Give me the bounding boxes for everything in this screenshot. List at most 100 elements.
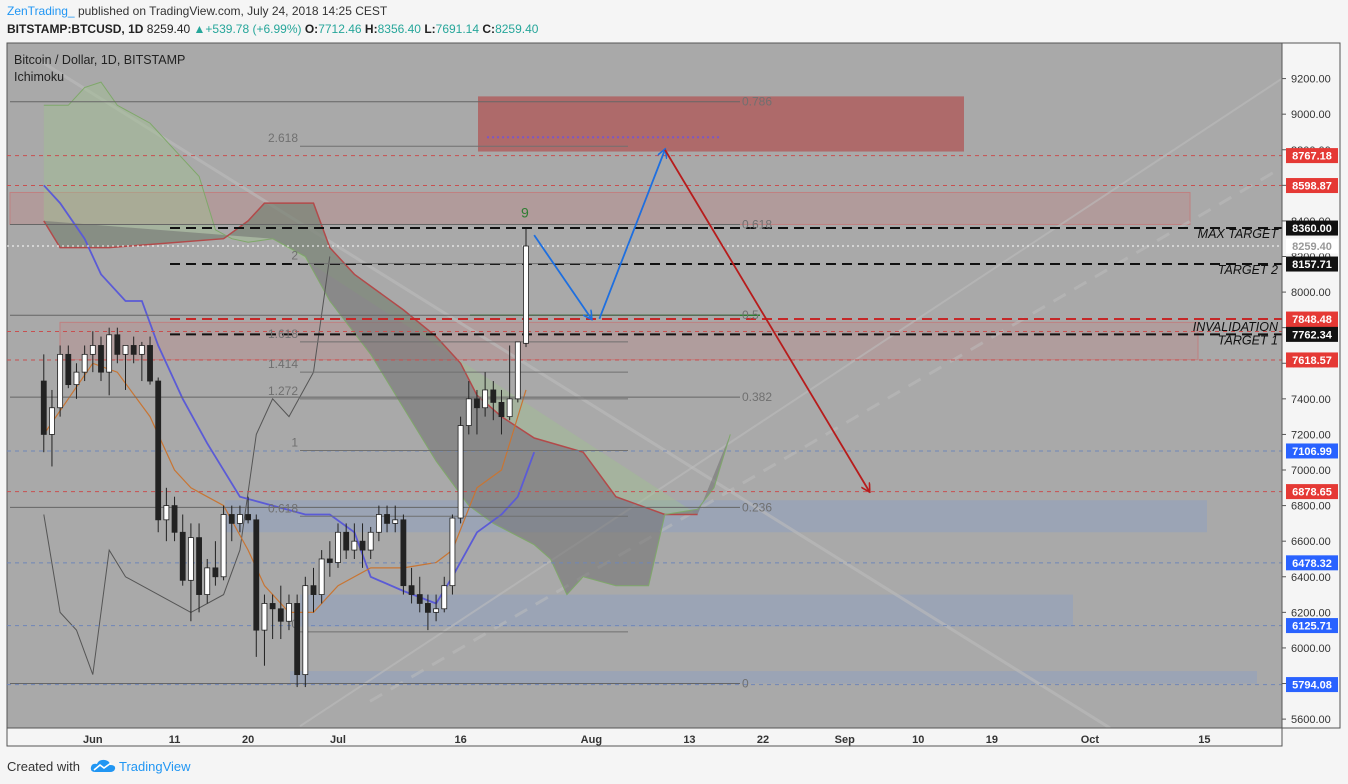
candle-body: [196, 537, 202, 595]
level-name-label: TARGET 2: [1218, 263, 1278, 277]
fib-extension-label: 1.618: [268, 327, 298, 341]
price-tag-label: 7762.34: [1292, 329, 1333, 341]
fib-extension-label: 0.618: [268, 501, 298, 515]
candle-body: [57, 353, 64, 409]
candle-body: [514, 341, 521, 400]
x-tick-label: 19: [986, 734, 998, 746]
support-zone-3: [290, 671, 1257, 684]
candle-body: [155, 380, 162, 521]
candle-body: [474, 398, 480, 409]
indicator-label: Ichimoku: [14, 70, 64, 84]
cloud-red: [43, 203, 731, 595]
senkou-a: [43, 81, 273, 243]
x-tick-label: 20: [242, 734, 254, 746]
trend-lines: 0.786 0.618 0.5 0.382 0.236 0 2.618 2 1.618 1.414…: [7, 59, 1282, 728]
trend-line-up: [299, 77, 1282, 728]
price-tag: [1286, 677, 1338, 693]
candle-body: [122, 345, 129, 355]
price-tag: [1286, 178, 1338, 194]
y-tick-label: 6800.00: [1291, 501, 1331, 513]
tenkan-sen: [43, 362, 527, 614]
candle-body: [89, 345, 96, 355]
footer: Created with TradingView: [7, 759, 191, 774]
open-label: O:: [304, 22, 319, 36]
y-tick-label: 6000.00: [1291, 643, 1331, 655]
price-tag: [1286, 555, 1338, 571]
price-tag: [1286, 148, 1338, 164]
projection-arrow-drop: [664, 149, 869, 492]
candle-body: [400, 519, 407, 587]
fib-extension-label: 1: [291, 435, 298, 449]
candle-body: [425, 603, 431, 613]
time-axis: [6, 727, 1283, 747]
candle-body: [416, 594, 423, 604]
author-link[interactable]: ZenTrading_: [7, 4, 75, 18]
y-tick-label: 7000.00: [1291, 465, 1331, 477]
candle-body: [490, 389, 497, 403]
low-label: L:: [424, 22, 436, 36]
candle-body: [98, 345, 104, 373]
x-tick-label: 10: [912, 734, 924, 746]
x-tick-label: 22: [757, 734, 769, 746]
x-tick-label: Aug: [581, 734, 602, 746]
candle-body: [269, 603, 276, 610]
candle-body: [73, 371, 80, 386]
candle-body: [294, 603, 301, 676]
fib-retracement-label: 0.382: [742, 390, 772, 404]
price-tag-label: 6125.71: [1292, 621, 1332, 633]
candle-body: [392, 519, 399, 524]
fib-retracement-label: 0.786: [742, 95, 772, 109]
high-value: 8356.40: [377, 22, 421, 36]
x-tick-label: Oct: [1081, 734, 1100, 746]
price-tag: [1286, 256, 1338, 272]
candle-body: [228, 514, 235, 524]
x-tick-label: 15: [1198, 734, 1210, 746]
candle-body: [65, 353, 72, 386]
y-tick-label: 9200.00: [1291, 74, 1331, 86]
level-name-label: INVALIDATION: [1193, 320, 1279, 334]
x-tick-label: 16: [454, 734, 466, 746]
candle-body: [163, 505, 170, 521]
price-tag: [1286, 220, 1338, 236]
high-label: H:: [364, 22, 378, 36]
candle-body: [384, 514, 390, 524]
candle-body: [179, 531, 186, 581]
fib-extension-label: 1.414: [268, 357, 298, 371]
candle-body: [245, 514, 252, 521]
candle-body: [523, 245, 529, 344]
last-price: 8259.40: [146, 22, 191, 36]
support-zone-2: [300, 594, 1073, 627]
candle-body: [482, 389, 489, 409]
price-tag-label: 7106.99: [1292, 446, 1332, 458]
fib-extension-label: 2: [291, 249, 298, 263]
resistance-zone: [9, 191, 1191, 225]
price-tag-label: 5794.08: [1292, 680, 1332, 692]
candle-body: [81, 353, 88, 373]
price-tag-label: 8259.40: [1292, 241, 1332, 253]
trend-line-dashed: [369, 166, 1282, 703]
fib-extension-label: 2.618: [268, 131, 298, 145]
close-value: 8259.40: [495, 22, 539, 36]
candle-body: [318, 558, 325, 595]
price-tag: [1286, 352, 1338, 368]
candle-body: [457, 425, 464, 519]
price-tag-label: 6878.65: [1292, 487, 1332, 499]
level-name-label: MAX TARGET: [1198, 227, 1280, 241]
open-value: 7712.46: [318, 22, 362, 36]
candle-body: [261, 603, 268, 631]
tradingview-link[interactable]: TradingView: [119, 759, 191, 774]
fib-retracement-label: 0.236: [742, 500, 772, 514]
price-tag: [1286, 618, 1338, 634]
y-tick-label: 6400.00: [1291, 572, 1331, 584]
candle-body: [441, 585, 448, 610]
symbol: BITSTAMP:BTCUSD, 1D: [7, 22, 144, 36]
price-tag-label: 7618.57: [1292, 355, 1332, 367]
x-tick-label: Jul: [330, 734, 346, 746]
price-tag-label: 6478.32: [1292, 558, 1332, 570]
candle-body: [310, 585, 317, 595]
price-tag: [1286, 311, 1338, 327]
publish-text: published on TradingView.com, July 24, 2…: [77, 4, 388, 18]
projection-arrow-down-leg: [533, 234, 591, 319]
candle-body: [343, 531, 350, 551]
